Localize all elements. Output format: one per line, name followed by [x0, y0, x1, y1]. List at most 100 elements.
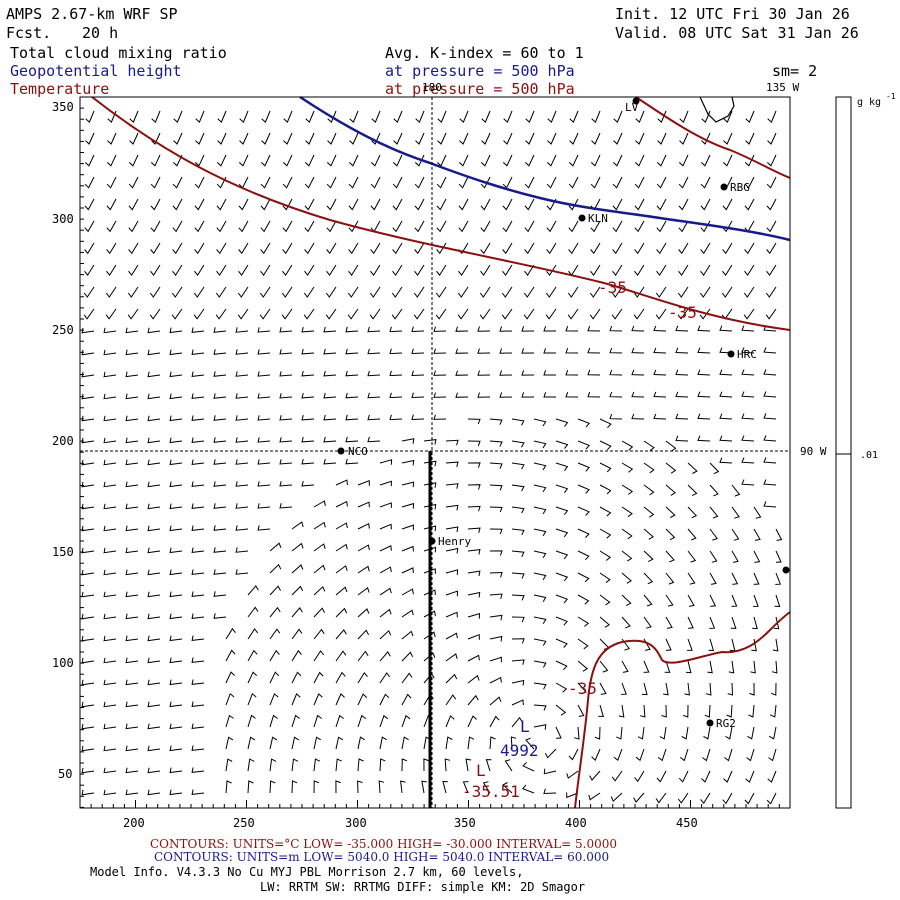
wind-barb — [722, 242, 733, 255]
wind-barb — [631, 413, 645, 420]
wind-barb — [741, 369, 755, 376]
wind-barb — [746, 748, 755, 762]
wind-barb — [225, 758, 233, 772]
wind-barb — [260, 264, 271, 276]
wind-barb — [370, 242, 381, 255]
wind-barb — [700, 154, 711, 167]
wind-barb — [747, 726, 755, 740]
wind-barb — [546, 220, 557, 233]
wind-barb — [238, 264, 249, 276]
wind-barb — [129, 110, 139, 123]
wind-barb — [169, 657, 183, 664]
wind-barb — [753, 528, 761, 541]
wind-barb — [423, 610, 436, 618]
wind-barb — [489, 550, 503, 556]
wind-barb — [763, 457, 777, 464]
wind-barb — [414, 154, 425, 167]
wind-barb — [502, 782, 513, 794]
wind-barb — [555, 462, 569, 471]
wind-barb — [401, 524, 414, 531]
wind-barb — [771, 660, 778, 674]
x-tick-label: 350 — [454, 816, 476, 830]
wind-barb — [125, 503, 139, 510]
wind-barb — [741, 435, 755, 442]
wind-barb — [700, 264, 711, 276]
wind-barb — [480, 154, 491, 167]
wind-barb — [411, 392, 425, 399]
wind-barb — [524, 264, 535, 276]
wind-barb — [191, 415, 205, 421]
wind-barb — [191, 723, 205, 729]
wind-barb — [301, 414, 315, 421]
wind-barb — [744, 792, 755, 805]
wind-barb — [171, 286, 183, 298]
wind-barb — [555, 616, 568, 626]
wind-barb — [345, 436, 359, 443]
wind-barb — [257, 525, 271, 531]
wind-barb — [749, 682, 755, 696]
wind-barb — [567, 286, 579, 298]
wind-barb — [661, 704, 667, 718]
wind-barb — [304, 242, 315, 255]
y-axis-ticks — [80, 96, 84, 808]
wind-barb — [413, 286, 425, 298]
wind-barb — [357, 736, 365, 750]
wind-barb — [545, 308, 557, 320]
wind-barb — [147, 415, 161, 422]
wind-barb — [127, 308, 139, 320]
wind-barb — [499, 326, 513, 332]
wind-barb — [435, 308, 447, 320]
wind-barb — [643, 660, 650, 673]
wind-barb — [489, 736, 496, 750]
wind-barb — [169, 327, 183, 334]
wind-barb — [699, 286, 711, 298]
wind-barb — [459, 132, 469, 145]
wind-barb — [763, 501, 777, 508]
wind-barb — [612, 242, 623, 255]
wind-barb — [741, 391, 755, 398]
wind-barb — [634, 770, 645, 783]
wind-barb — [423, 546, 437, 553]
wind-barb — [653, 391, 667, 398]
wind-barb — [191, 503, 205, 509]
wind-barb — [502, 220, 513, 233]
wind-barb — [587, 325, 601, 332]
wind-barb — [621, 528, 633, 540]
wind-barb — [599, 506, 612, 517]
wind-barb — [235, 371, 249, 377]
wind-barb — [147, 745, 161, 752]
wind-barb — [687, 572, 696, 585]
wind-barb — [643, 506, 655, 518]
wind-barb — [401, 651, 414, 662]
wind-barb — [533, 484, 547, 493]
wind-barb — [467, 715, 477, 728]
wind-barb — [555, 550, 569, 560]
wind-barb — [413, 308, 425, 320]
wind-barb — [151, 132, 161, 145]
wind-barb — [565, 326, 579, 332]
wind-barb — [511, 638, 525, 644]
wind-barb — [125, 569, 139, 576]
wind-barb — [523, 308, 535, 320]
wind-barb — [216, 198, 227, 211]
wind-barb — [215, 308, 227, 320]
wind-barb — [701, 110, 711, 123]
temp-label-3: -35 — [568, 679, 597, 698]
wind-barb — [612, 264, 623, 276]
wind-barb — [282, 154, 293, 167]
wind-barb — [172, 176, 183, 189]
wind-barb — [489, 571, 503, 578]
wind-barb — [169, 349, 183, 356]
wind-barbs — [81, 110, 783, 805]
wind-barb — [301, 348, 315, 355]
wind-barb — [709, 528, 719, 541]
wind-barb — [555, 572, 569, 582]
colorbar-tick-label: .01 — [860, 450, 878, 461]
wind-barb — [401, 672, 413, 684]
wind-barb — [225, 627, 236, 640]
field-temperature: Temperature — [10, 80, 110, 98]
wind-barb — [700, 242, 711, 255]
wind-barb — [379, 480, 392, 487]
wind-barb — [458, 176, 469, 189]
wind-barb — [247, 736, 256, 750]
